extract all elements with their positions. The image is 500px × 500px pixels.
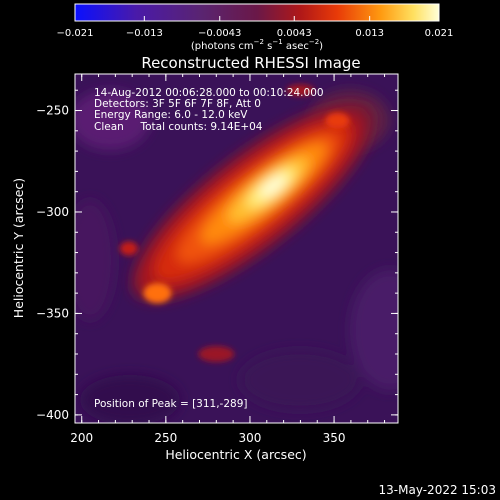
y-tick-label: −300	[36, 205, 69, 219]
colorbar-ticks: −0.021 −0.013 −0.0043 0.0043 0.013 0.021	[56, 16, 453, 39]
colorbar-unit-label: (photons cm−2 s−1 asec−2)	[191, 38, 323, 52]
source-lobe	[143, 283, 172, 304]
heatmap-source	[119, 84, 375, 363]
colorbar-tick-label: −0.021	[56, 28, 93, 39]
chart-title: Reconstructed RHESSI Image	[141, 54, 360, 72]
y-tick-label: −250	[36, 104, 69, 118]
y-axis: −250 −300 −350 −400	[36, 89, 398, 422]
plot-area	[75, 74, 398, 423]
y-axis-label: Heliocentric Y (arcsec)	[11, 178, 26, 318]
x-axis: 200 250 300 350	[70, 74, 386, 445]
colorbar-tick-label: −0.013	[126, 28, 163, 39]
source-intensity-contour	[260, 175, 287, 197]
footer-timestamp: 13-May-2022 15:03	[379, 483, 496, 497]
x-tick-label: 250	[154, 431, 177, 445]
colorbar-tick-label: 0.013	[355, 28, 384, 39]
colorbar: −0.021 −0.013 −0.0043 0.0043 0.013 0.021 (pho…	[56, 3, 453, 52]
plot-frame	[74, 73, 399, 424]
source-lobes	[119, 84, 350, 363]
annotation-peak-position: Position of Peak = [311,-289]	[94, 398, 248, 410]
colorbar-tick-label: 0.021	[425, 28, 454, 39]
colorbar-gradient	[74, 3, 440, 22]
x-tick-label: 200	[70, 431, 93, 445]
colorbar-tick-label: −0.0043	[198, 28, 241, 39]
source-lobe	[286, 84, 315, 97]
source-lobe	[198, 346, 235, 363]
x-tick-label: 300	[239, 431, 262, 445]
annotation-energy-range: Energy Range: 6.0 - 12.0 keV	[94, 109, 248, 121]
annotation-clean-counts: Clean Total counts: 9.14E+04	[94, 121, 263, 133]
y-tick-label: −400	[36, 408, 69, 422]
annotation-time-range: 14-Aug-2012 00:06:28.000 to 00:10:24.000	[94, 87, 324, 99]
annotation-detectors: Detectors: 3F 5F 6F 7F 8F, Att 0	[94, 98, 261, 110]
colorbar-tick-label: 0.0043	[277, 28, 312, 39]
y-tick-label: −350	[36, 306, 69, 320]
x-axis-label: Heliocentric X (arcsec)	[165, 447, 306, 462]
source-lobe	[119, 241, 138, 256]
flare-source	[130, 102, 375, 302]
annotations: 14-Aug-2012 00:06:28.000 to 00:10:24.000…	[94, 87, 324, 410]
x-tick-label: 350	[323, 431, 346, 445]
source-lobe	[325, 112, 350, 129]
